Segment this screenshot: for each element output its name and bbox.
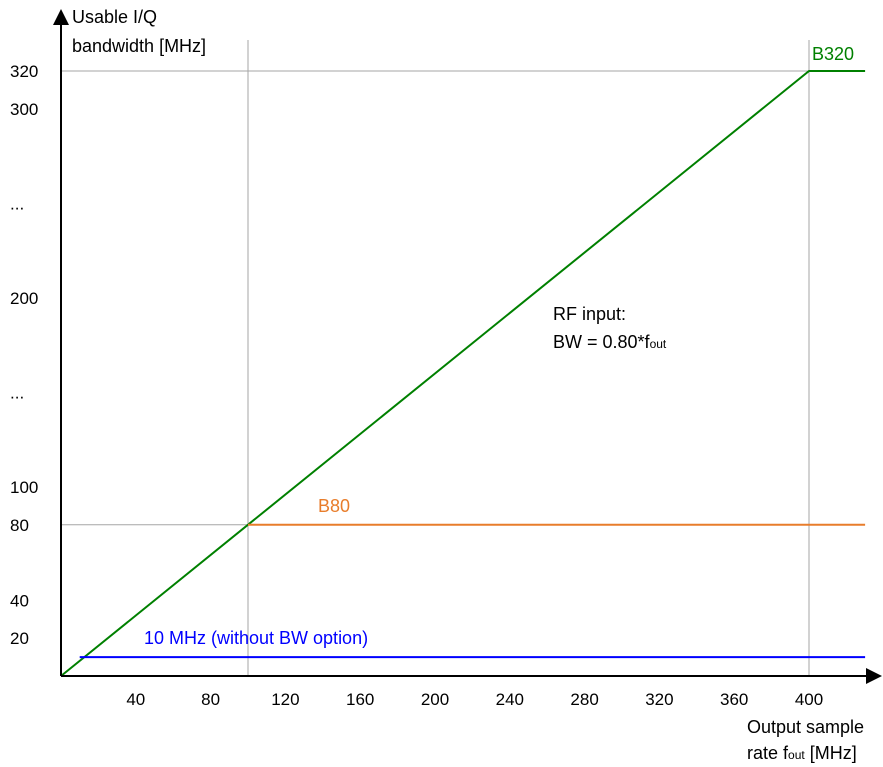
series-label-b320: B320 xyxy=(812,44,854,64)
y-tick-label-7: 300 xyxy=(10,100,38,119)
y-tick-label-0: 20 xyxy=(10,629,29,648)
series-label-b80: B80 xyxy=(318,496,350,516)
y-tick-label-2: 80 xyxy=(10,516,29,535)
y-tick-label-1: 40 xyxy=(10,591,29,610)
y-tick-label-6: ... xyxy=(10,194,24,213)
y-tick-label-5: 200 xyxy=(10,289,38,308)
series-label-10mhz: 10 MHz (without BW option) xyxy=(144,628,368,648)
x-tick-label-400: 400 xyxy=(795,690,823,709)
reference-lines xyxy=(61,40,810,676)
rf-input-annotation-line2: BW = 0.80*fout xyxy=(553,332,667,352)
y-axis-arrow xyxy=(53,9,69,25)
x-tick-labels: 40 80 120 160 200 240 280 320 360 400 xyxy=(126,690,823,709)
x-tick-label-320: 320 xyxy=(645,690,673,709)
x-axis-label-line1: Output sample xyxy=(747,717,864,737)
y-axis-label-line2: bandwidth [MHz] xyxy=(72,36,206,56)
x-tick-label-240: 240 xyxy=(496,690,524,709)
y-tick-labels: 20 40 80 100... 200... 300 320 xyxy=(10,62,38,648)
x-tick-label-120: 120 xyxy=(271,690,299,709)
y-tick-label-8: 320 xyxy=(10,62,38,81)
x-tick-label-80: 80 xyxy=(201,690,220,709)
x-tick-label-200: 200 xyxy=(421,690,449,709)
x-tick-label-40: 40 xyxy=(126,690,145,709)
x-tick-label-360: 360 xyxy=(720,690,748,709)
y-tick-label-3: 100 xyxy=(10,478,38,497)
x-axis-label-line2: rate fout [MHz] xyxy=(747,743,857,763)
x-tick-label-280: 280 xyxy=(570,690,598,709)
y-axis-label-line1: Usable I/Q xyxy=(72,7,157,27)
x-tick-label-160: 160 xyxy=(346,690,374,709)
rf-input-annotation-line1: RF input: xyxy=(553,304,626,324)
x-axis-arrow xyxy=(866,668,882,684)
series-lines xyxy=(60,70,866,677)
y-tick-label-4: ... xyxy=(10,383,24,402)
series-line-b320 xyxy=(60,70,866,677)
